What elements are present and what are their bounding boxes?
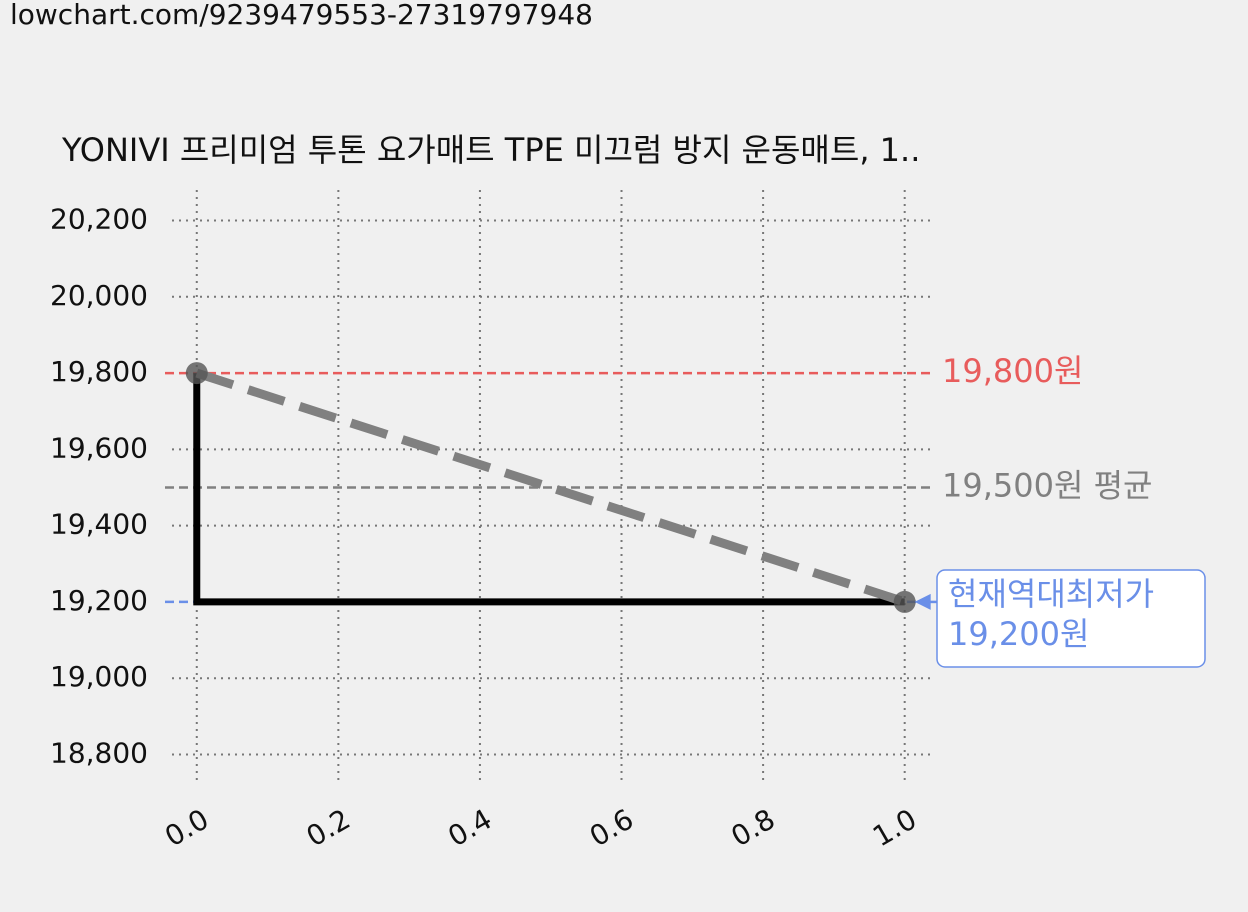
y-tick-label: 20,200 — [50, 203, 148, 236]
annotation-text: 19,200원 — [948, 615, 1089, 653]
y-tick-label: 20,000 — [50, 279, 148, 312]
annotation-arrowhead — [914, 593, 931, 610]
x-tick-label: 0.4 — [442, 802, 497, 853]
y-tick-label: 19,400 — [50, 508, 148, 541]
chart-title: YONIVI 프리미엄 투톤 요가매트 TPE 미끄럼 방지 운동매트, 1.. — [61, 131, 920, 169]
reference-label: 19,500원 평균 — [942, 467, 1152, 505]
series-line — [193, 373, 905, 606]
point — [893, 590, 916, 613]
x-tick-label: 0.6 — [584, 802, 639, 853]
reference-label: 19,800원 — [942, 352, 1083, 390]
url: lowchart.com/9239479553-27319797948 — [10, 0, 593, 31]
x-tick-label: 0.2 — [301, 802, 356, 853]
annotation-text: 현재역대최저가 — [948, 575, 1154, 613]
y-tick-label: 19,000 — [50, 660, 148, 693]
annotation-box — [936, 569, 1206, 668]
x-tick-label: 0.8 — [726, 802, 781, 853]
point — [185, 362, 208, 385]
y-tick-label: 18,800 — [50, 736, 148, 769]
y-tick-label: 19,200 — [50, 584, 148, 617]
y-tick-label: 19,800 — [50, 355, 148, 388]
series-line — [195, 368, 907, 607]
x-tick-label: 1.0 — [867, 802, 922, 853]
y-tick-label: 19,600 — [50, 431, 148, 464]
x-tick-label: 0.0 — [159, 802, 214, 853]
